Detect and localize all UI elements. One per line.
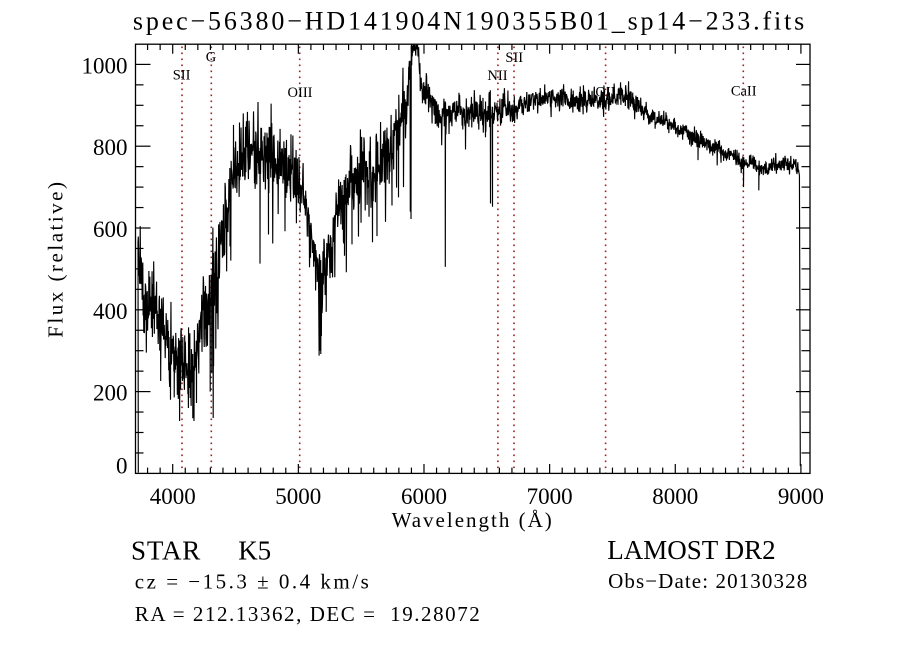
svg-text:6000: 6000 xyxy=(401,484,447,509)
svg-text:spec−56380−HD141904N190355B01_: spec−56380−HD141904N190355B01_sp14−233.f… xyxy=(133,7,807,36)
svg-text:OII: OII xyxy=(595,85,615,101)
svg-text:OIII: OIII xyxy=(288,85,313,101)
svg-text:SII: SII xyxy=(505,50,523,66)
svg-text:RA = 212.13362, DEC = 19.2807: RA = 212.13362, DEC = 19.28072 xyxy=(135,602,482,626)
svg-text:8000: 8000 xyxy=(652,484,698,509)
svg-text:0: 0 xyxy=(116,454,128,479)
svg-text:K5: K5 xyxy=(238,536,271,566)
svg-text:200: 200 xyxy=(93,381,128,406)
svg-text:LAMOST DR2: LAMOST DR2 xyxy=(607,535,775,565)
svg-text:4000: 4000 xyxy=(150,484,196,509)
svg-text:7000: 7000 xyxy=(527,484,573,509)
svg-text:Flux (relative): Flux (relative) xyxy=(44,179,68,337)
svg-text:Wavelength (Å): Wavelength (Å) xyxy=(392,508,554,532)
svg-text:5000: 5000 xyxy=(275,484,321,509)
svg-text:800: 800 xyxy=(93,135,128,160)
svg-text:600: 600 xyxy=(93,217,128,242)
svg-text:STAR: STAR xyxy=(131,536,201,566)
svg-text:NII: NII xyxy=(487,68,507,84)
svg-text:9000: 9000 xyxy=(778,484,824,509)
svg-text:SII: SII xyxy=(173,68,191,84)
svg-text:CaII: CaII xyxy=(731,84,757,100)
svg-text:G: G xyxy=(206,50,217,66)
svg-text:Obs−Date: 20130328: Obs−Date: 20130328 xyxy=(608,569,808,593)
svg-text:400: 400 xyxy=(93,299,128,324)
svg-text:cz = −15.3 ± 0.4 km/s: cz = −15.3 ± 0.4 km/s xyxy=(135,570,371,594)
svg-text:1000: 1000 xyxy=(82,53,128,78)
